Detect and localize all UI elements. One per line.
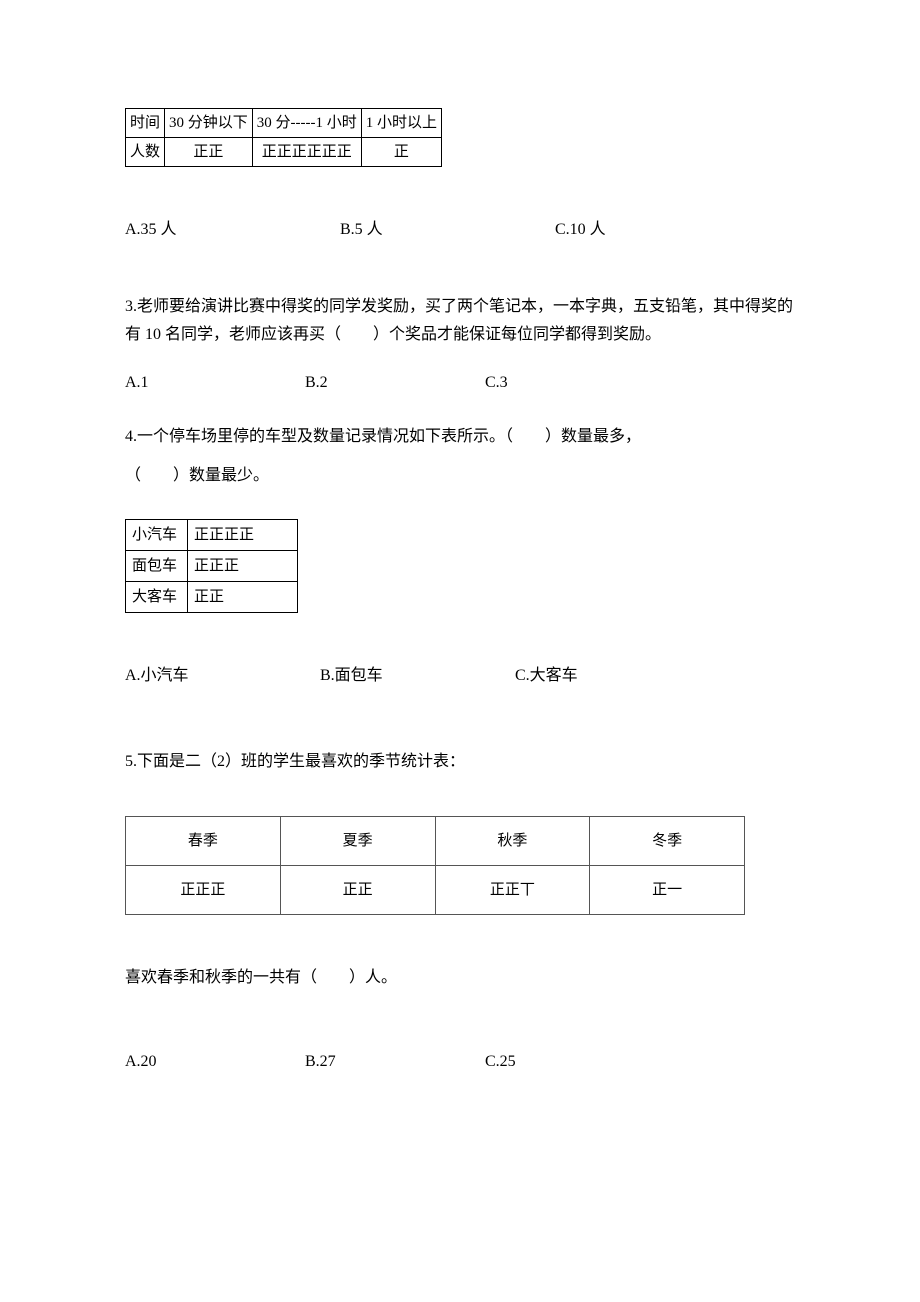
t1-header-col1: 30 分钟以下 (165, 109, 253, 138)
q5-option-c: C.25 (485, 1049, 665, 1075)
q5-text: 5.下面是二（2）班的学生最喜欢的季节统计表： (125, 749, 795, 775)
t5-d-autumn: 正正丅 (435, 866, 590, 915)
q4-option-c: C.大客车 (515, 663, 710, 689)
t4-r0-label: 小汽车 (126, 519, 188, 550)
t1-cell-3: 正 (361, 138, 441, 167)
q4-tally-table: 小汽车 正正正正 面包车 正正正 大客车 正正 (125, 519, 298, 613)
q5-options: A.20 B.27 C.25 (125, 1049, 795, 1075)
t5-d-winter: 正一 (590, 866, 745, 915)
q4-line2: （ ）数量最少。 (125, 463, 795, 489)
t1-header-time: 时间 (126, 109, 165, 138)
t1-cell-2: 正正正正正正 (252, 138, 361, 167)
t1-header-col2: 30 分-----1 小时 (252, 109, 361, 138)
q4-options: A.小汽车 B.面包车 C.大客车 (125, 663, 795, 689)
q2-option-c: C.10 人 (555, 217, 770, 243)
q2-option-a: A.35 人 (125, 217, 340, 243)
q5-subquestion: 喜欢春季和秋季的一共有（ ）人。 (125, 965, 795, 991)
t4-r1-label: 面包车 (126, 550, 188, 581)
q5-option-b: B.27 (305, 1049, 485, 1075)
t5-h-summer: 夏季 (280, 817, 435, 866)
q2-option-b: B.5 人 (340, 217, 555, 243)
q4-option-a: A.小汽车 (125, 663, 320, 689)
q5-season-table: 春季 夏季 秋季 冬季 正正正 正正 正正丅 正一 (125, 816, 745, 915)
q3-option-c: C.3 (485, 370, 665, 396)
t5-d-spring: 正正正 (126, 866, 281, 915)
t1-header-col3: 1 小时以上 (361, 109, 441, 138)
t1-row-label: 人数 (126, 138, 165, 167)
q2-tally-table: 时间 30 分钟以下 30 分-----1 小时 1 小时以上 人数 正正 正正… (125, 108, 442, 167)
t5-h-spring: 春季 (126, 817, 281, 866)
t1-cell-1: 正正 (165, 138, 253, 167)
q4-line1: 4.一个停车场里停的车型及数量记录情况如下表所示。（ ）数量最多， (125, 424, 795, 450)
q3-options: A.1 B.2 C.3 (125, 370, 795, 396)
t4-r1-tally: 正正正 (188, 550, 298, 581)
t4-r2-tally: 正正 (188, 581, 298, 612)
t5-h-autumn: 秋季 (435, 817, 590, 866)
q4-option-b: B.面包车 (320, 663, 515, 689)
q3-option-b: B.2 (305, 370, 485, 396)
t5-h-winter: 冬季 (590, 817, 745, 866)
q2-options: A.35 人 B.5 人 C.10 人 (125, 217, 795, 243)
t4-r2-label: 大客车 (126, 581, 188, 612)
q3-option-a: A.1 (125, 370, 305, 396)
t4-r0-tally: 正正正正 (188, 519, 298, 550)
q3-text: 3.老师要给演讲比赛中得奖的同学发奖励，买了两个笔记本，一本字典，五支铅笔，其中… (125, 293, 795, 351)
q5-option-a: A.20 (125, 1049, 305, 1075)
t5-d-summer: 正正 (280, 866, 435, 915)
